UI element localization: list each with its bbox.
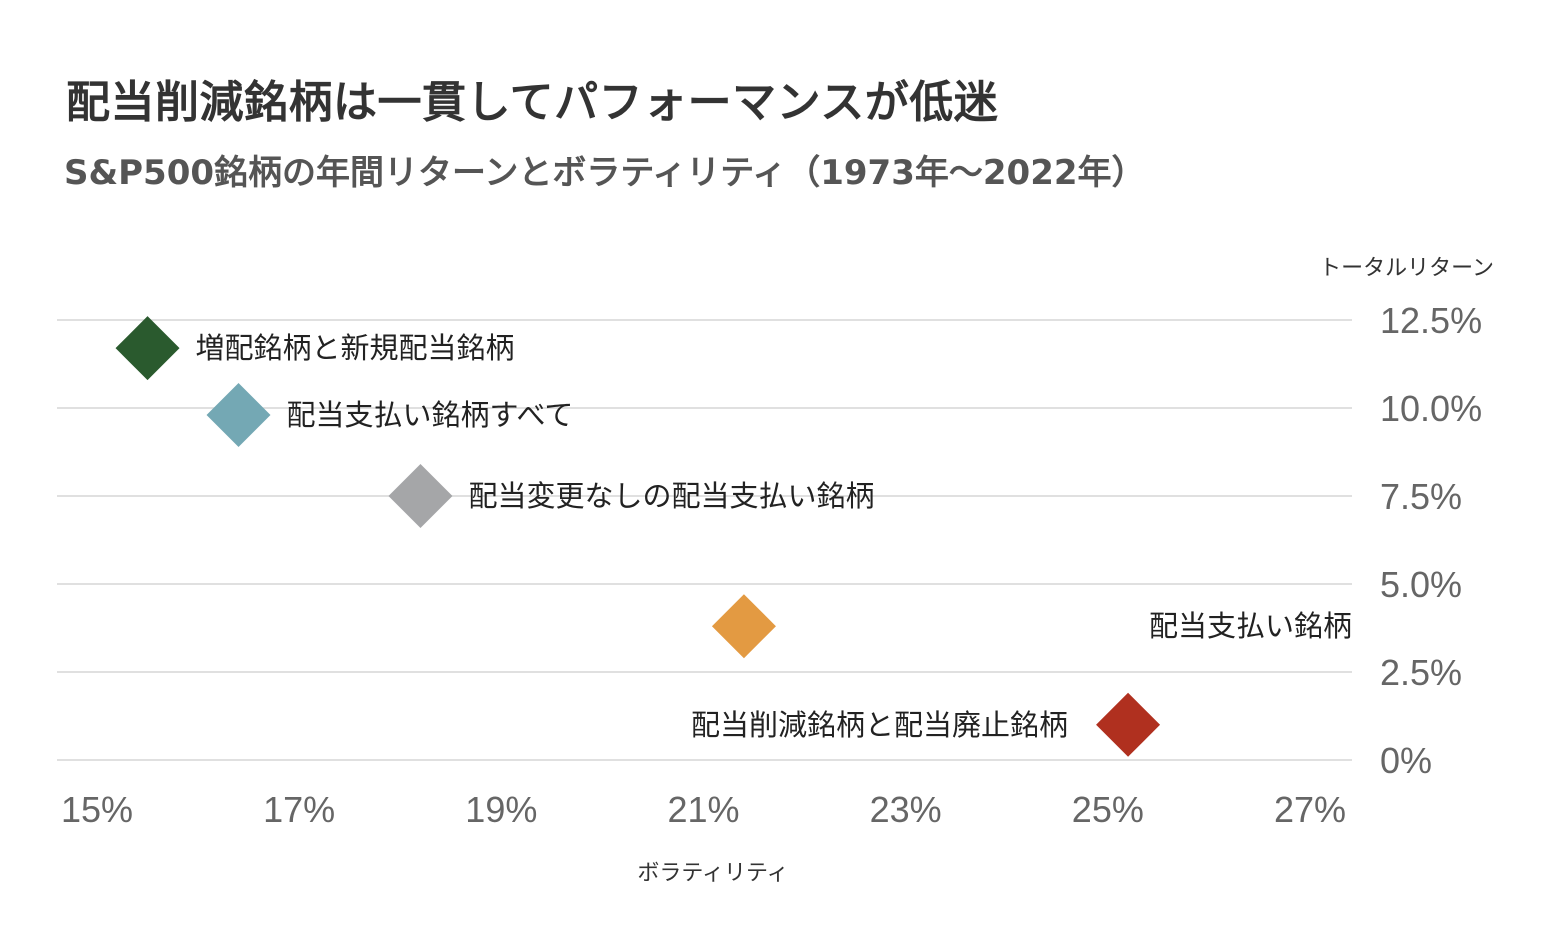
x-tick-label: 17% [263, 789, 335, 830]
x-tick-label: 25% [1072, 789, 1144, 830]
x-tick-label: 15% [61, 789, 133, 830]
y-tick-label: 7.5% [1380, 476, 1462, 517]
data-point-label: 配当削減銘柄と配当廃止銘柄 [691, 708, 1068, 742]
data-point-marker [711, 594, 776, 659]
data-point-marker [206, 383, 271, 448]
data-point-label: 配当支払い銘柄すべて [287, 398, 574, 432]
x-tick-label: 27% [1274, 789, 1346, 830]
data-point-label: 増配銘柄と新規配当銘柄 [196, 331, 515, 365]
data-points: 増配銘柄と新規配当銘柄配当支払い銘柄すべて配当変更なしの配当支払い銘柄配当支払い… [115, 316, 1352, 757]
chart-title: 配当削減銘柄は一貫してパフォーマンスが低迷 [66, 77, 999, 128]
x-tick-label: 23% [870, 789, 942, 830]
y-axis-label: トータルリターン [1319, 256, 1494, 281]
x-tick-label: 21% [667, 789, 739, 830]
y-tick-label: 5.0% [1380, 564, 1462, 605]
data-point-marker [115, 316, 180, 381]
x-axis-label: ボラティリティ [637, 861, 788, 886]
y-tick-label: 2.5% [1380, 652, 1462, 693]
x-axis-ticks: 15% 17% 19% 21% 23% 25% 27% [61, 789, 1346, 830]
y-tick-label: 10.0% [1380, 388, 1482, 429]
data-point-marker [388, 464, 453, 528]
data-point-marker [1096, 692, 1161, 757]
chart-subtitle: S&P500銘柄の年間リターンとボラティリティ（1973年〜2022年） [64, 153, 1146, 193]
gridlines [57, 319, 1352, 761]
y-tick-label: 0% [1380, 740, 1432, 781]
y-axis-ticks: 0% 2.5% 5.0% 7.5% 10.0% 12.5% [1380, 300, 1482, 781]
data-point-label: 配当変更なしの配当支払い銘柄 [468, 479, 874, 513]
x-tick-label: 19% [465, 789, 537, 830]
y-tick-label: 12.5% [1380, 300, 1482, 341]
data-point-label: 配当支払い銘柄 [1149, 609, 1352, 643]
